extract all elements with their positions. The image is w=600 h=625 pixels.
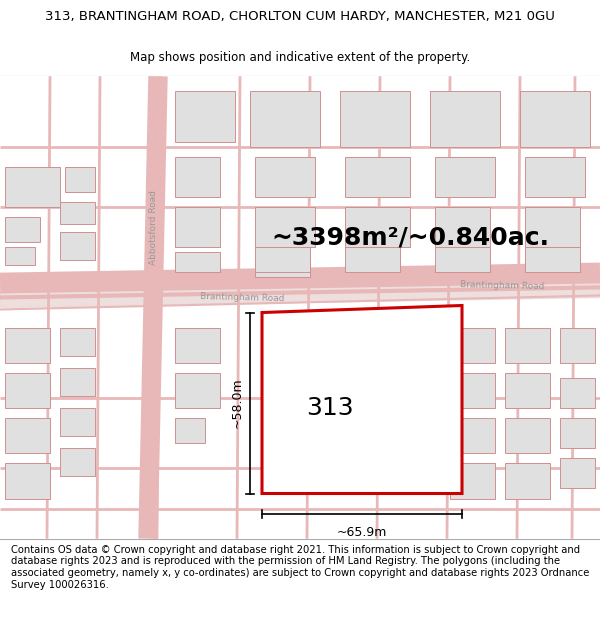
Bar (175, 253, 220, 272)
Text: ~65.9m: ~65.9m (337, 526, 387, 539)
Bar (5, 418, 50, 453)
Bar (305, 408, 333, 433)
Bar (60, 408, 95, 436)
Text: ~58.0m: ~58.0m (231, 378, 244, 428)
Text: Brantingham Road: Brantingham Road (200, 292, 284, 303)
Bar (345, 408, 373, 433)
Bar (345, 247, 400, 272)
Bar (345, 368, 373, 393)
Text: Abbotsford Road: Abbotsford Road (149, 189, 157, 264)
Bar (385, 368, 413, 393)
Bar (430, 91, 500, 147)
Bar (345, 157, 410, 197)
Bar (385, 408, 413, 433)
Bar (345, 448, 373, 473)
Bar (450, 418, 495, 453)
Bar (5, 167, 60, 207)
Bar (525, 207, 580, 247)
Bar (505, 463, 550, 499)
Bar (175, 91, 235, 142)
Bar (60, 328, 95, 356)
Text: Contains OS data © Crown copyright and database right 2021. This information is : Contains OS data © Crown copyright and d… (11, 545, 589, 589)
Bar (525, 247, 580, 272)
Bar (65, 167, 95, 192)
Bar (255, 253, 310, 278)
Bar (305, 448, 333, 473)
Bar (175, 418, 205, 443)
Bar (450, 463, 495, 499)
Bar (435, 247, 490, 272)
Bar (385, 448, 413, 473)
Bar (175, 207, 220, 247)
Bar (435, 207, 490, 247)
Bar (5, 217, 40, 242)
Bar (450, 328, 495, 362)
Bar (255, 247, 310, 272)
Bar (345, 328, 373, 352)
Bar (560, 378, 595, 408)
Bar (305, 328, 333, 352)
Bar (60, 368, 95, 396)
Bar (255, 207, 315, 247)
Bar (560, 458, 595, 489)
Bar (450, 373, 495, 408)
Text: Map shows position and indicative extent of the property.: Map shows position and indicative extent… (130, 51, 470, 64)
Bar (505, 328, 550, 362)
Bar (345, 207, 410, 247)
Bar (560, 328, 595, 362)
Bar (265, 408, 293, 433)
Bar (5, 463, 50, 499)
Text: 313, BRANTINGHAM ROAD, CHORLTON CUM HARDY, MANCHESTER, M21 0GU: 313, BRANTINGHAM ROAD, CHORLTON CUM HARD… (45, 10, 555, 23)
Bar (265, 448, 293, 473)
Polygon shape (262, 306, 462, 494)
Bar (525, 157, 585, 197)
Bar (5, 247, 35, 265)
Text: 313: 313 (306, 396, 354, 420)
Bar (520, 91, 590, 147)
Bar (5, 373, 50, 408)
Bar (505, 373, 550, 408)
Bar (5, 328, 50, 362)
Bar (265, 328, 293, 352)
Bar (505, 418, 550, 453)
Bar (265, 368, 293, 393)
Bar (175, 328, 220, 362)
Text: ~3398m²/~0.840ac.: ~3398m²/~0.840ac. (271, 225, 549, 249)
Bar (60, 202, 95, 224)
Bar (175, 157, 220, 197)
Bar (435, 157, 495, 197)
Bar (255, 157, 315, 197)
Bar (250, 91, 320, 147)
Text: Brantingham Road: Brantingham Road (460, 280, 545, 291)
Bar (340, 91, 410, 147)
Bar (60, 448, 95, 476)
Bar (560, 418, 595, 448)
Bar (175, 373, 220, 408)
Bar (305, 368, 333, 393)
Bar (385, 328, 413, 352)
Bar (60, 232, 95, 260)
